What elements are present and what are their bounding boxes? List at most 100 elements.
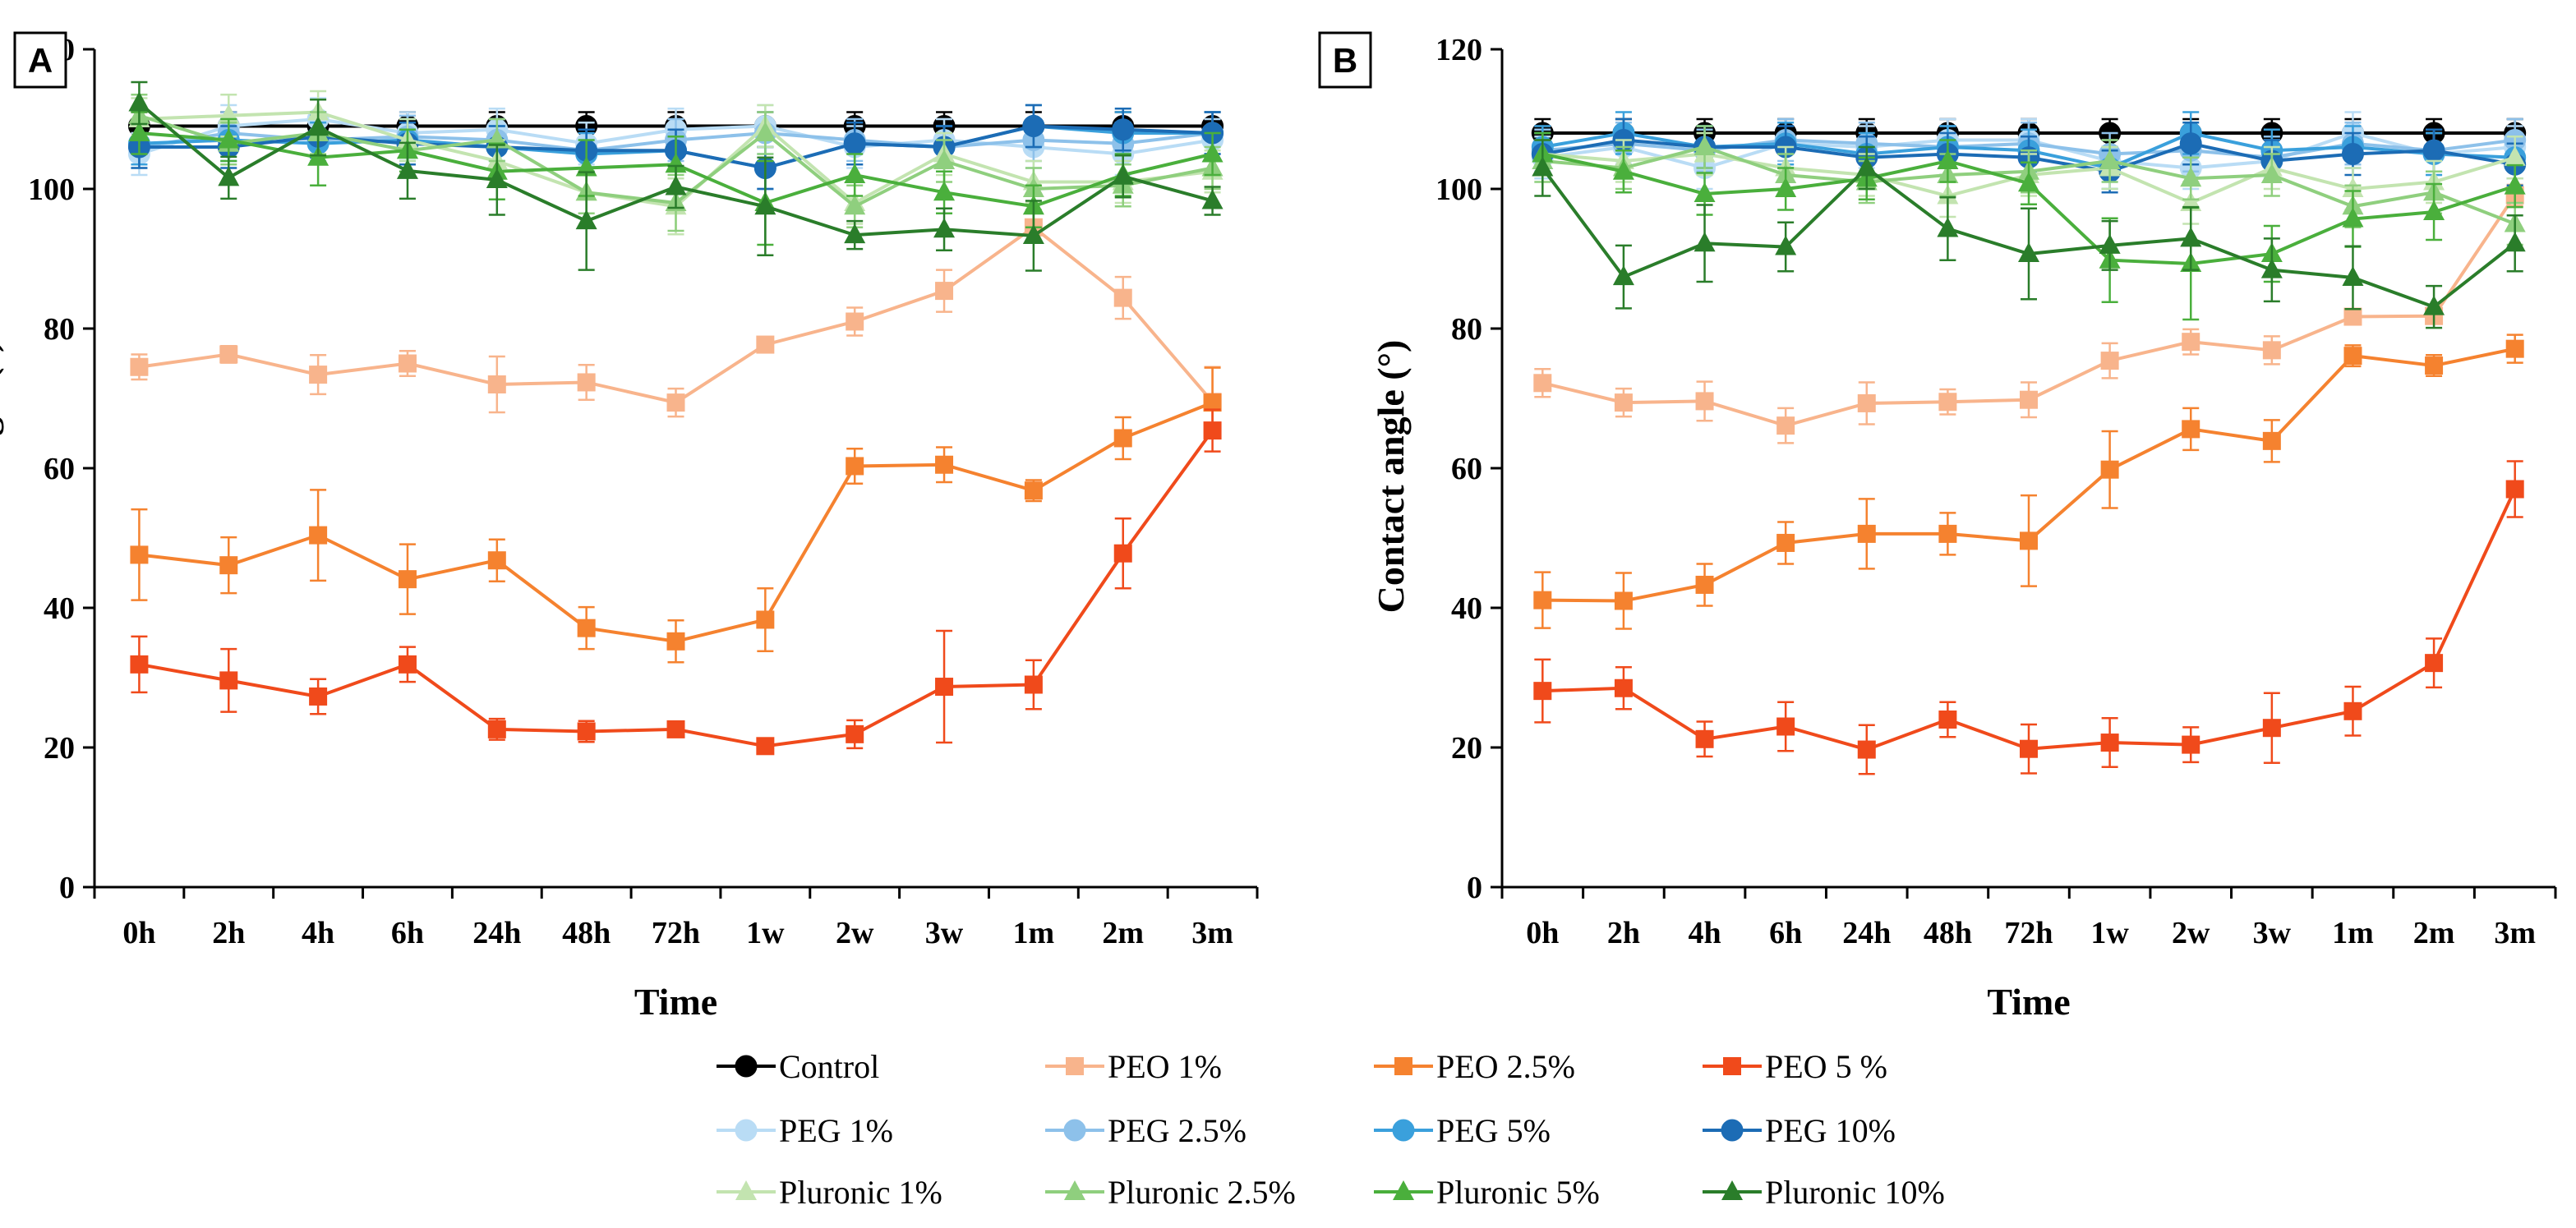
data-point bbox=[1695, 729, 1714, 748]
legend-label: PEG 5% bbox=[1436, 1112, 1551, 1149]
data-point bbox=[844, 223, 866, 244]
legend-marker bbox=[735, 1055, 758, 1078]
data-point bbox=[1201, 142, 1223, 163]
data-point bbox=[218, 128, 240, 149]
legend-marker bbox=[1721, 1119, 1744, 1142]
data-point bbox=[1612, 159, 1634, 180]
data-point bbox=[487, 375, 506, 393]
series-line bbox=[139, 225, 1214, 405]
data-point bbox=[128, 122, 150, 141]
series-peo-2-5 bbox=[1533, 333, 2524, 630]
data-point bbox=[2182, 420, 2200, 439]
data-point bbox=[935, 678, 954, 697]
data-point bbox=[309, 687, 328, 706]
legend-marker bbox=[735, 1180, 757, 1200]
data-point bbox=[2342, 265, 2364, 286]
data-point bbox=[1694, 232, 1716, 252]
data-point bbox=[1113, 544, 1132, 563]
data-point bbox=[2180, 167, 2202, 187]
data-point bbox=[1533, 591, 1552, 609]
data-point bbox=[1775, 235, 1797, 255]
x-tick-label: 2h bbox=[212, 916, 245, 950]
data-point bbox=[2182, 333, 2200, 352]
panel-label-box bbox=[1318, 31, 1372, 89]
data-point bbox=[665, 175, 687, 195]
data-point bbox=[309, 526, 328, 545]
data-point bbox=[665, 153, 687, 173]
data-point bbox=[2262, 719, 2281, 738]
data-point bbox=[2343, 307, 2362, 326]
series-pluronic-10 bbox=[128, 80, 1223, 272]
data-point bbox=[933, 181, 956, 201]
data-point bbox=[754, 195, 776, 215]
legend-item-peg-5: PEG 5% bbox=[1374, 1112, 1551, 1149]
data-point bbox=[756, 610, 775, 629]
x-tick-label: 6h bbox=[391, 916, 424, 950]
y-tick-label: 100 bbox=[1435, 172, 1482, 207]
data-point bbox=[666, 720, 685, 738]
legend-label: PEG 2.5% bbox=[1108, 1112, 1247, 1149]
y-tick-label: 20 bbox=[1451, 731, 1482, 766]
data-point bbox=[1937, 217, 1959, 237]
legend: Control PEO 1% PEO 2.5% PEO 5 % PEG 1% PEG 2.… bbox=[717, 1048, 1945, 1211]
panel-b-chart: 0 20 40 60 80 100 120 0h 2h 4h 6h 24h 48h 72h 1w 2w 3w 1m… bbox=[1318, 31, 2557, 1023]
panel-label: B bbox=[1333, 41, 1357, 80]
legend-item-peo-2-5: PEO 2.5% bbox=[1374, 1048, 1575, 1085]
data-point bbox=[2425, 356, 2444, 375]
data-point bbox=[1938, 393, 1957, 412]
data-point bbox=[2018, 172, 2039, 192]
data-point bbox=[2425, 654, 2444, 673]
series-line bbox=[139, 429, 1214, 748]
data-point bbox=[2342, 207, 2364, 228]
data-point bbox=[130, 357, 149, 376]
x-tick-label: 3w bbox=[925, 916, 964, 950]
data-point bbox=[219, 345, 238, 364]
x-axis-title: Time bbox=[1987, 981, 2070, 1023]
data-point bbox=[575, 209, 597, 230]
series-peo-5 bbox=[1533, 460, 2524, 775]
legend-item-peg-2-5: PEG 2.5% bbox=[1045, 1112, 1247, 1149]
y-tick-label: 40 bbox=[44, 591, 75, 626]
x-tick-label: 3m bbox=[1191, 916, 1233, 950]
legend-item-peg-10: PEG 10% bbox=[1703, 1112, 1896, 1149]
legend-label: Pluronic 10% bbox=[1765, 1174, 1945, 1211]
data-point bbox=[2504, 145, 2526, 166]
data-point bbox=[2099, 149, 2121, 169]
data-point bbox=[844, 195, 866, 215]
data-point bbox=[487, 720, 506, 738]
x-tick-label: 2w bbox=[2172, 916, 2210, 950]
x-tick-label: 48h bbox=[1924, 916, 1972, 950]
data-point bbox=[1775, 177, 1797, 197]
data-point bbox=[2341, 143, 2364, 165]
data-point bbox=[2260, 163, 2283, 183]
data-point bbox=[1112, 118, 1135, 141]
y-tick-label: 80 bbox=[44, 312, 75, 347]
data-point bbox=[1695, 575, 1714, 594]
y-axis-title: Contact angle (°) bbox=[1370, 340, 1412, 614]
legend-label: PEO 1% bbox=[1108, 1048, 1222, 1085]
data-point bbox=[2504, 174, 2526, 195]
data-point bbox=[843, 132, 866, 155]
data-point bbox=[1201, 189, 1223, 209]
data-point bbox=[2100, 352, 2119, 370]
data-point bbox=[1614, 678, 1633, 697]
panel-a-chart: 0204060801001200h2h4h6h24h48h72h1w2w3w1m… bbox=[0, 31, 1259, 1023]
x-tick-label: 48h bbox=[562, 916, 611, 950]
data-point bbox=[1024, 481, 1043, 500]
legend-item-pluronic-1: Pluronic 1% bbox=[717, 1174, 942, 1211]
data-point bbox=[1612, 265, 1634, 286]
data-point bbox=[1112, 164, 1134, 185]
x-tick-label: 4h bbox=[1688, 916, 1721, 950]
data-point bbox=[844, 163, 866, 183]
x-tick-label: 0h bbox=[122, 916, 155, 950]
legend-label: Control bbox=[779, 1048, 879, 1085]
data-point bbox=[307, 116, 329, 136]
x-tick-label: 72h bbox=[652, 916, 700, 950]
legend-label: PEO 5 % bbox=[1765, 1048, 1887, 1085]
data-point bbox=[1113, 288, 1132, 307]
data-point bbox=[487, 551, 506, 570]
data-point bbox=[2020, 390, 2038, 409]
data-point bbox=[577, 619, 596, 637]
data-point bbox=[1937, 149, 1959, 169]
